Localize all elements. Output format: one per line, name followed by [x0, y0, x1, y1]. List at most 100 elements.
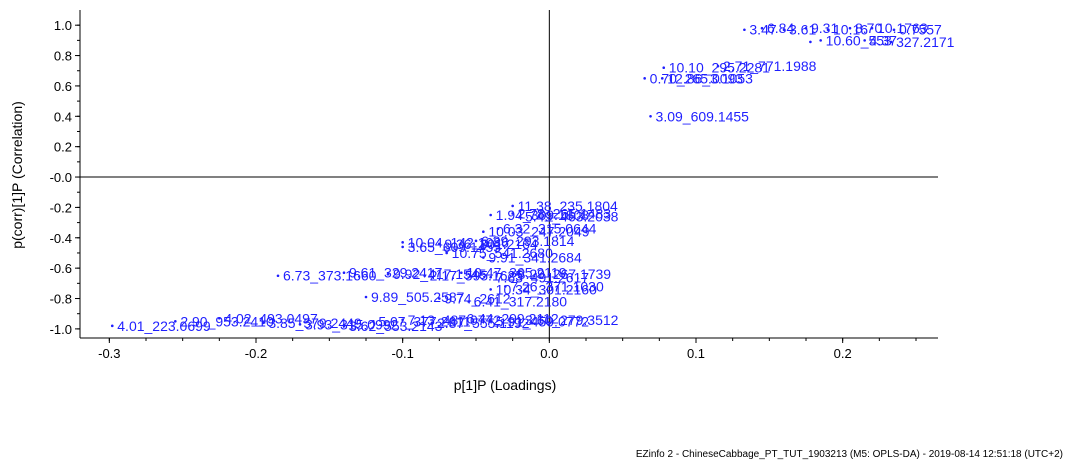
point-label: 2.71_771.1988	[723, 58, 817, 74]
scatter-point	[848, 26, 852, 30]
point-label: 4.02_493.0497	[224, 310, 318, 326]
scatter-point	[889, 40, 893, 44]
y-tick-label: -0.4	[50, 231, 72, 246]
y-tick-label: -0.8	[50, 292, 72, 307]
scatter-point	[504, 285, 507, 288]
scatter-point	[174, 319, 177, 323]
x-tick-label: -0.2	[245, 346, 267, 361]
scatter-point	[496, 227, 500, 230]
x-tick-label: -0.3	[98, 346, 120, 361]
scatter-point	[430, 321, 434, 325]
scatter-point	[445, 251, 448, 255]
scatter-point	[662, 66, 666, 70]
scatter-point	[460, 316, 463, 320]
scatter-point	[482, 230, 485, 234]
point-label: 9.91_341.2684	[488, 250, 582, 266]
point-label: 10.1763	[877, 20, 928, 36]
point-label: 3.61	[789, 22, 816, 38]
point-label: 2.87_555.1192	[437, 315, 530, 331]
y-tick-label: 0.2	[54, 140, 72, 155]
point-label: 3.60_279.3512	[525, 312, 619, 328]
point-label: 327.2171	[896, 34, 955, 50]
point-label: 10.75_541.2680	[452, 245, 553, 261]
scatter-point	[743, 28, 746, 32]
y-ticks: 1.0 0.8 0.6 0.4 0.2 -0.0 -0.2 -0.4 -0.6 -0.8 -1.0	[50, 18, 80, 337]
point-label: 10.34_301.2160	[496, 281, 597, 297]
point-label: 6.41_317.2180	[474, 294, 568, 310]
scatter-point	[438, 242, 441, 246]
scatter-point	[716, 64, 720, 68]
scatter-point	[262, 321, 265, 325]
y-tick-label: -0.6	[50, 261, 72, 276]
scatter-point	[511, 204, 514, 208]
point-label: 4.01_223.0699	[117, 318, 211, 334]
scatter-point	[342, 324, 346, 328]
scatter-point	[760, 26, 764, 30]
scatter-point	[489, 213, 492, 217]
scatter-point	[467, 300, 470, 303]
x-axis-label: p[1]P (Loadings)	[454, 377, 556, 393]
point-label: 6.84	[767, 20, 794, 36]
point-label: 3.85_579.2449	[268, 315, 362, 331]
y-tick-label: 0.6	[54, 79, 72, 94]
scatter-point	[511, 272, 514, 276]
point-label: 2.78_265.1483	[518, 205, 612, 221]
scatter-point	[298, 323, 302, 326]
scatter-point	[401, 318, 404, 322]
scatter-point	[276, 274, 280, 278]
y-tick-label: 1.0	[54, 18, 72, 33]
point-label: 9.31	[811, 20, 838, 36]
scatter-point	[218, 316, 221, 320]
point-label: 9.61_329.2417	[349, 265, 443, 281]
scatter-point	[518, 215, 522, 218]
scatter-point	[460, 271, 463, 275]
y-tick-label: -0.0	[50, 170, 72, 185]
scatter-point	[892, 28, 896, 32]
scatter-point	[863, 39, 866, 42]
point-label: 6.32_315.0644	[503, 221, 597, 237]
point-label: 3.93_315.0992	[305, 316, 399, 332]
point-label: 10.60_553	[826, 32, 892, 48]
point-label: 8.70	[855, 20, 882, 36]
point-label: 3.65_609.1455	[408, 239, 502, 255]
point-label: 11.38_235.1804	[518, 198, 618, 214]
point-label: 0.70_265.0093	[650, 70, 744, 86]
footer-caption: EZinfo 2 - ChineseCabbage_PT_TUT_1903213…	[635, 449, 1063, 460]
scatter-point	[342, 271, 346, 275]
x-tick-label: -0.1	[391, 346, 413, 361]
scatter-point	[660, 77, 664, 80]
point-label: 6.73_373.1660	[283, 268, 377, 284]
point-label: 2.17_595.1625	[430, 268, 524, 284]
scatter-point	[489, 288, 492, 291]
point-label: 10.04_142.1086	[408, 234, 509, 250]
point-label: 0.7557	[899, 22, 942, 38]
x-ticks: -0.3 -0.2 -0.1 0.0 0.1 0.2	[98, 338, 917, 361]
scatter-point	[401, 241, 404, 244]
scatter-point	[819, 39, 822, 42]
point-label: 1.94_309.1808	[496, 207, 590, 223]
scatter-point	[804, 26, 808, 30]
point-label: 7.63_491.2617	[496, 269, 590, 285]
point-label: 3.47	[749, 22, 776, 38]
point-label: 2.90_953.2410	[180, 313, 274, 329]
scatter-point	[511, 212, 514, 215]
point-label: 6.44_299.2112	[466, 310, 559, 326]
point-label: 9.92_417.1545	[393, 266, 487, 282]
point-label: 7.26_371.1030	[510, 278, 604, 294]
points: 3.09_609.1455 10.10_295.22810.70_265.0093…	[110, 20, 955, 334]
y-tick-label: 0.8	[54, 49, 72, 64]
scatter-point	[386, 272, 390, 276]
point-label: 9.36_301.2164	[444, 236, 538, 252]
scatter-point	[649, 114, 652, 118]
scatter-point	[489, 275, 492, 279]
x-tick-label: 0.1	[687, 346, 705, 361]
y-axis-label: p(corr)[1]P (Correlation)	[9, 101, 25, 249]
point-label: 9.74_2612	[444, 291, 510, 307]
scatter-point	[474, 239, 478, 243]
x-tick-label: 0.0	[540, 346, 558, 361]
point-label: 8.29_267.1739	[518, 266, 612, 282]
scatter-point	[372, 319, 375, 323]
point-label: 7.13_487.0772	[408, 312, 502, 328]
point-label: 3.09_609.1455	[656, 108, 750, 124]
point-label: 12.86_3.1053	[667, 70, 753, 86]
